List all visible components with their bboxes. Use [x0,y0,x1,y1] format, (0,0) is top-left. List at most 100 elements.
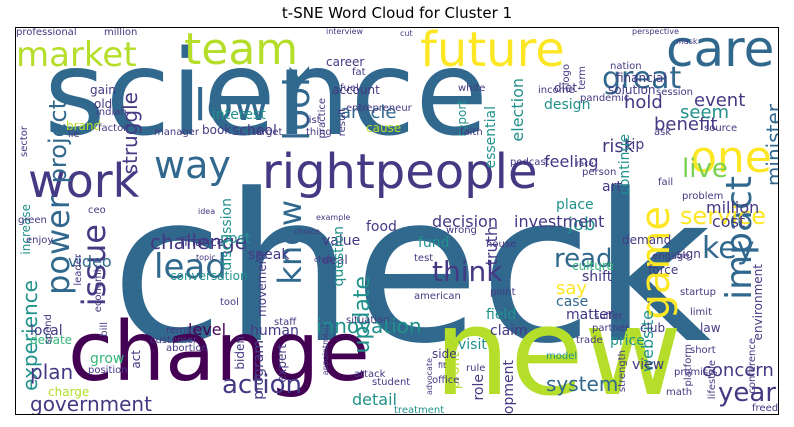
word: art [602,179,622,195]
word: seem [680,102,730,123]
word: matter [566,307,614,323]
word: point [490,287,516,298]
word: change [68,305,370,400]
word: value [322,233,361,249]
word: know [271,200,309,285]
word: podcast [510,157,550,168]
word: attack [354,369,386,380]
word: session [656,87,694,98]
word: side [432,347,457,361]
word: enjoy [26,235,54,246]
word: program [251,340,267,400]
word: role [471,374,487,401]
word: market [16,35,137,75]
word: brand [66,119,102,133]
word: wrong [446,225,477,236]
word: old [94,97,113,111]
word: factor [98,123,128,134]
word: culture [572,259,614,273]
word: idea [198,207,216,216]
word: say [556,278,588,299]
word: care [666,27,775,78]
word: risk [602,136,635,157]
word: article [340,102,397,123]
word: green [18,215,47,226]
word: math [666,387,693,398]
word: low [194,80,270,131]
word: project [44,100,72,184]
word: benefit [654,114,718,135]
word: human [250,323,299,339]
word: target [252,127,283,138]
word: nation [610,61,642,72]
word: entrepreneur [346,103,412,114]
word: list [306,115,321,126]
word: abortion [166,343,208,354]
word: student [372,377,411,388]
word: shift [582,269,613,285]
word: grow [90,351,125,367]
word: key [702,231,755,266]
word: great [602,61,682,96]
word: science [44,27,488,162]
word: professional [16,27,77,38]
word: level [188,320,227,339]
word: gain [90,83,116,97]
word: hold [624,92,663,113]
word: system [546,372,619,396]
word: claim [490,323,528,339]
word: situation [346,315,390,326]
word: demand [622,233,672,247]
word: fuel [340,83,359,94]
word: freedom [752,403,779,414]
word: source [704,123,738,134]
word: read [554,244,613,274]
word: club [640,321,666,335]
word: logo [561,64,572,86]
word: tip [626,137,645,153]
word: fund [418,235,450,251]
word: diet [554,81,578,95]
word: staff [274,317,297,328]
word: event [694,90,746,111]
word: visit [458,337,487,353]
word: law [700,321,721,335]
word: price [610,333,645,349]
word: view [632,357,665,373]
word: action [222,370,303,400]
word: ask [654,127,672,138]
word: startup [680,287,716,298]
word: financial [616,71,667,85]
word: advocate [425,358,434,395]
word: mask [676,37,698,46]
word: government [30,392,152,415]
word: place [556,197,594,213]
word: person [582,167,617,178]
word: feeling [544,152,599,171]
word: lie [68,129,80,140]
word: act [129,350,143,369]
word: minister [762,104,779,187]
word: finance [180,235,225,249]
word: design [544,97,591,113]
word: cost [712,212,746,231]
word: think [432,255,503,288]
word: interest [212,107,266,123]
word: post [220,231,251,247]
word: leader [73,254,84,286]
word: promise [674,367,715,378]
word: account [332,83,380,97]
word: sign [676,247,701,261]
word: suffer [594,311,623,322]
word: solution [608,83,656,97]
word: innovation [316,314,422,338]
word: manager [154,127,199,138]
word: choice [294,227,320,236]
word: partner [592,323,630,334]
word: job [568,214,596,235]
word: movement [255,252,269,317]
word: one [690,132,772,183]
word: trade [576,335,603,346]
word: example [316,213,351,222]
word: live [682,154,728,184]
